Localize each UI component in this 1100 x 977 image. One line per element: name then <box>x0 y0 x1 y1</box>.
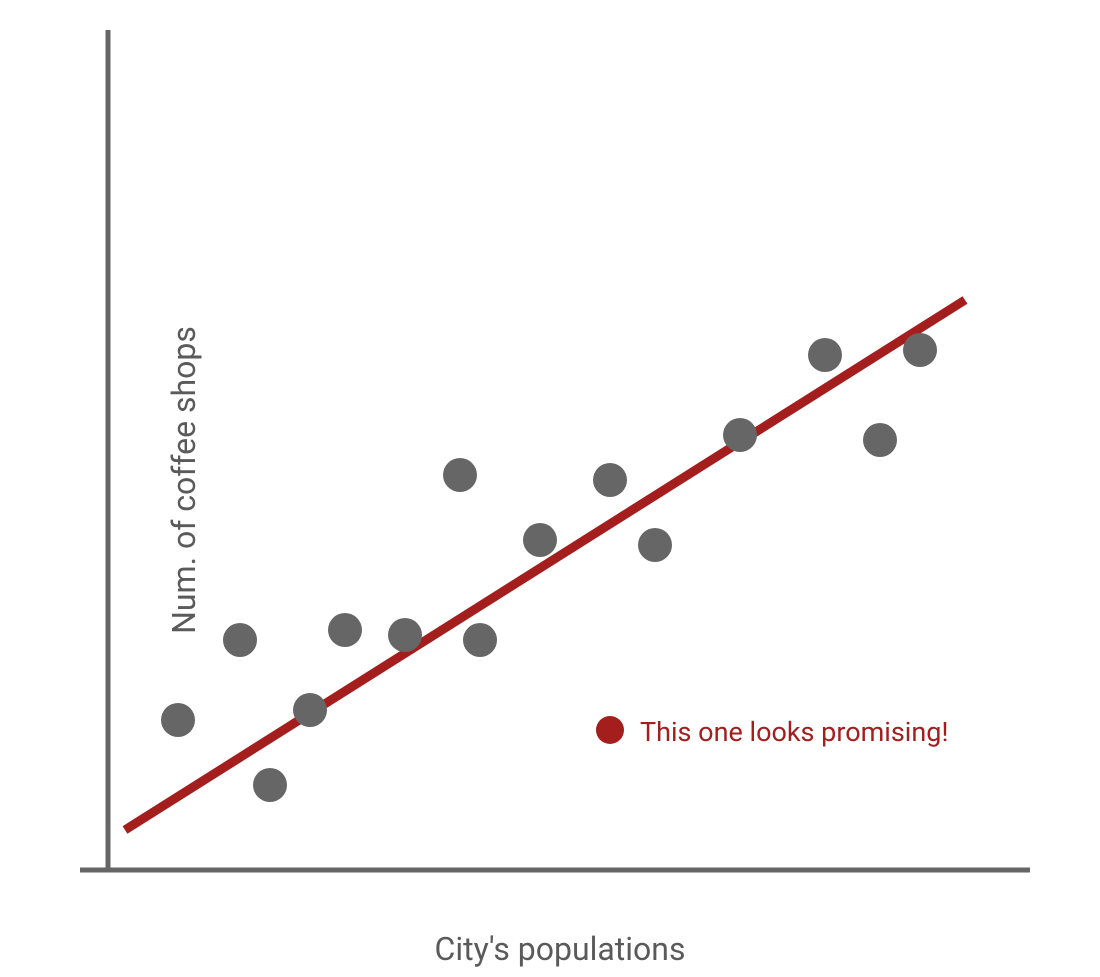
regression-line <box>125 300 965 830</box>
legend-marker <box>596 716 624 744</box>
scatter-point <box>523 523 557 557</box>
scatter-point <box>388 618 422 652</box>
legend-text: This one looks promising! <box>640 716 948 748</box>
scatter-point <box>723 418 757 452</box>
scatter-point <box>808 338 842 372</box>
scatter-point <box>161 703 195 737</box>
scatter-point <box>223 623 257 657</box>
y-axis-label: Num. of coffee shops <box>165 326 203 634</box>
scatter-point <box>253 768 287 802</box>
scatter-point <box>863 423 897 457</box>
scatter-point <box>443 458 477 492</box>
x-axis-label: City's populations <box>435 930 686 968</box>
scatter-point <box>638 528 672 562</box>
scatter-point <box>328 613 362 647</box>
scatter-point <box>463 623 497 657</box>
scatter-chart: Num. of coffee shops City's populations … <box>0 0 1100 977</box>
scatter-point <box>293 693 327 727</box>
scatter-point <box>903 333 937 367</box>
scatter-point <box>593 463 627 497</box>
